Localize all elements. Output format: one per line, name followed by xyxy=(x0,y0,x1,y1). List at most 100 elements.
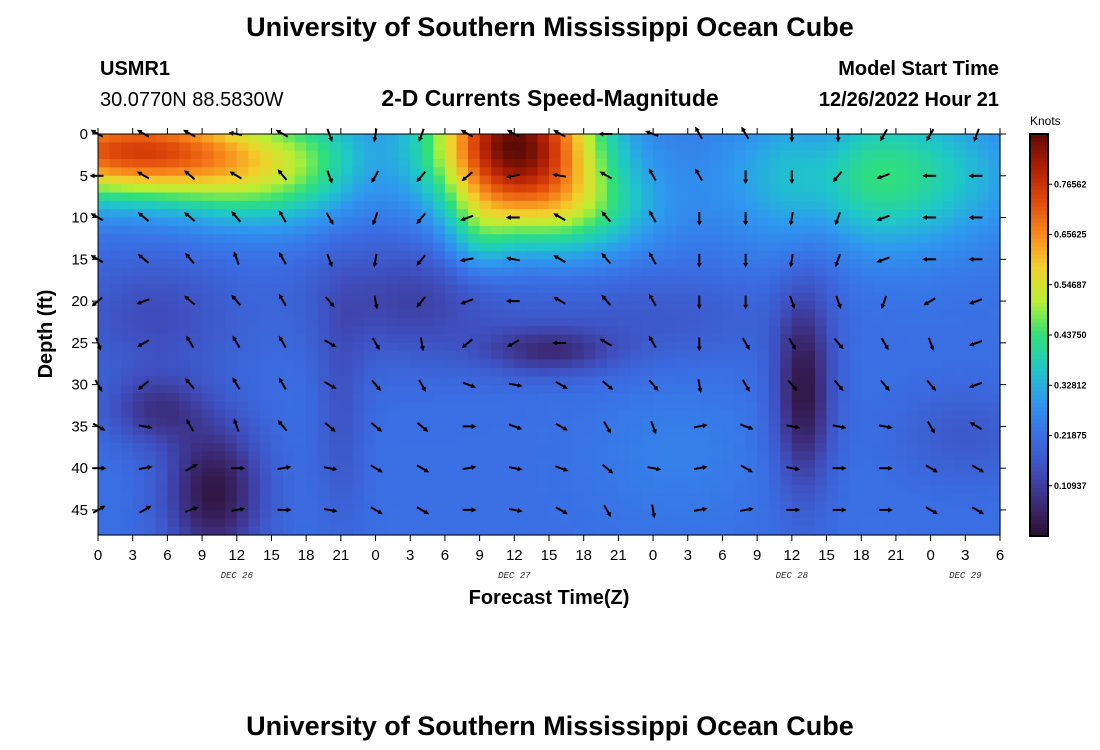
heatmap-cell xyxy=(248,384,261,394)
heatmap-cell xyxy=(398,367,411,377)
heatmap-cell xyxy=(872,501,885,511)
heatmap-cell xyxy=(942,301,955,311)
heatmap-cell xyxy=(525,250,539,260)
heatmap-cell xyxy=(560,225,573,235)
heatmap-cell xyxy=(225,334,238,344)
heatmap-cell xyxy=(236,476,249,486)
heatmap-cell xyxy=(930,284,943,294)
heatmap-cell xyxy=(525,526,539,536)
current-vector-arrow xyxy=(925,464,938,473)
heatmap-cell xyxy=(953,184,966,194)
heatmap-cell xyxy=(98,167,111,177)
heatmap-cell xyxy=(676,518,689,528)
heatmap-cell xyxy=(734,451,747,461)
heatmap-cell xyxy=(121,468,134,478)
heatmap-cell xyxy=(132,376,145,386)
heatmap-cell xyxy=(768,175,781,185)
heatmap-cell xyxy=(814,250,828,260)
heatmap-cell xyxy=(803,200,816,210)
heatmap-cell xyxy=(121,167,134,177)
heatmap-cell xyxy=(687,376,700,386)
heatmap-cell xyxy=(398,309,411,319)
heatmap-cell xyxy=(549,217,562,227)
heatmap-cell xyxy=(352,443,365,453)
heatmap-cell xyxy=(537,292,550,302)
heatmap-cell xyxy=(525,384,539,394)
heatmap-cell xyxy=(352,150,365,160)
heatmap-cell xyxy=(444,309,458,319)
heatmap-cell xyxy=(988,401,1001,411)
heatmap-cell xyxy=(872,384,885,394)
heatmap-cell xyxy=(803,409,816,419)
heatmap-cell xyxy=(294,225,307,235)
heatmap-cell xyxy=(722,468,735,478)
heatmap-cell xyxy=(410,392,423,402)
heatmap-cell xyxy=(433,359,446,369)
heatmap-cell xyxy=(988,501,1001,511)
heatmap-cell xyxy=(699,234,712,244)
heatmap-cell xyxy=(745,459,758,469)
heatmap-cell xyxy=(190,434,203,444)
heatmap-cell xyxy=(895,376,909,386)
heatmap-cell xyxy=(676,367,689,377)
heatmap-cell xyxy=(653,493,666,503)
heatmap-cell xyxy=(803,192,816,202)
heatmap-cell xyxy=(132,426,145,436)
heatmap-cell xyxy=(340,175,354,185)
heatmap-cell xyxy=(375,276,388,285)
heatmap-cell xyxy=(629,468,643,478)
heatmap-cell xyxy=(849,259,862,269)
heatmap-cell xyxy=(560,184,573,194)
heatmap-cell xyxy=(953,134,966,143)
heatmap-cell xyxy=(514,476,527,486)
heatmap-cell xyxy=(259,309,273,319)
heatmap-cell xyxy=(213,242,226,252)
heatmap-cell xyxy=(375,167,388,177)
heatmap-cell xyxy=(872,159,885,169)
heatmap-cell xyxy=(745,526,758,536)
heatmap-cell xyxy=(549,493,562,503)
heatmap-cell xyxy=(444,259,458,269)
heatmap-cell xyxy=(606,493,619,503)
heatmap-cell xyxy=(583,376,596,386)
heatmap-cell xyxy=(317,526,330,536)
heatmap-cell xyxy=(641,175,654,185)
heatmap-cell xyxy=(329,409,342,419)
heatmap-cell xyxy=(976,409,990,419)
heatmap-cell xyxy=(178,484,192,494)
heatmap-cell xyxy=(757,351,770,361)
colorbar-segment xyxy=(1030,431,1048,437)
heatmap-cell xyxy=(363,418,377,427)
heatmap-cell xyxy=(814,342,828,352)
heatmap-cell xyxy=(768,376,781,386)
heatmap-cell xyxy=(514,409,527,419)
heatmap-cell xyxy=(502,159,515,169)
heatmap-cell xyxy=(167,334,180,344)
heatmap-cell xyxy=(340,426,354,436)
heatmap-cell xyxy=(132,242,145,252)
station-coordinates: 30.0770N 88.5830W xyxy=(100,89,284,111)
heatmap-cell xyxy=(838,367,851,377)
heatmap-cell xyxy=(549,259,562,269)
heatmap-cell xyxy=(664,326,677,336)
heatmap-cell xyxy=(294,493,307,503)
heatmap-cell xyxy=(514,317,527,327)
heatmap-cell xyxy=(537,284,550,294)
heatmap-cell xyxy=(976,392,990,402)
heatmap-cell xyxy=(317,484,330,494)
heatmap-cell xyxy=(167,459,180,469)
heatmap-cell xyxy=(502,476,515,486)
heatmap-cell xyxy=(178,468,192,478)
heatmap-cell xyxy=(468,259,481,269)
current-vector-arrow xyxy=(326,253,333,268)
heatmap-cell xyxy=(803,451,816,461)
colorbar-segment xyxy=(1030,186,1048,191)
heatmap-cell xyxy=(814,259,828,269)
heatmap-cell xyxy=(375,284,388,294)
heatmap-cell xyxy=(248,418,261,427)
heatmap-cell xyxy=(629,150,643,160)
heatmap-cell xyxy=(167,192,180,202)
heatmap-cell xyxy=(190,443,203,453)
heatmap-cell xyxy=(676,509,689,519)
heatmap-cell xyxy=(155,175,168,185)
